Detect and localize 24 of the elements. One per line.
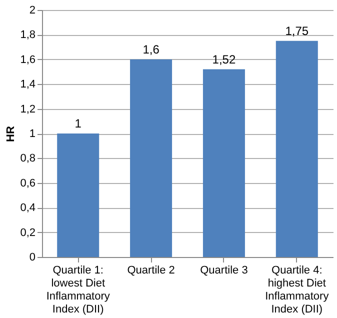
y-tick-label: 2 — [29, 4, 36, 16]
y-tick-label: 1,4 — [20, 78, 36, 91]
y-axis-title: HR — [5, 126, 18, 142]
y-tick-label: 1,2 — [20, 103, 36, 116]
data-label: 1 — [74, 116, 82, 130]
data-label: 1,52 — [212, 52, 236, 66]
bar — [130, 59, 172, 257]
y-tick-label: 0,4 — [20, 202, 36, 214]
data-label: 1,75 — [285, 24, 309, 38]
y-tick-label: 0,8 — [20, 152, 36, 165]
y-tick-label: 1 — [29, 128, 36, 140]
x-tick-label: Quartile 3 — [200, 264, 248, 276]
x-tick-label: Quartile 4: highest Diet Inflammatory Index (DII) — [265, 264, 330, 316]
y-tick-label: 1,6 — [20, 54, 36, 66]
x-tick-label: Quartile 1: lowest Diet Inflammatory Index (DII) — [46, 264, 110, 316]
y-tick-label: 0,6 — [20, 177, 36, 190]
y-tick-label: 0 — [29, 252, 36, 264]
data-label: 1,6 — [142, 42, 160, 56]
bar — [57, 134, 100, 257]
y-tick-label: 1,8 — [20, 29, 36, 42]
y-tick-label: 0,2 — [20, 226, 36, 239]
bar — [202, 69, 245, 257]
x-tick-label: Quartile 2 — [127, 264, 175, 276]
bar — [276, 40, 318, 257]
